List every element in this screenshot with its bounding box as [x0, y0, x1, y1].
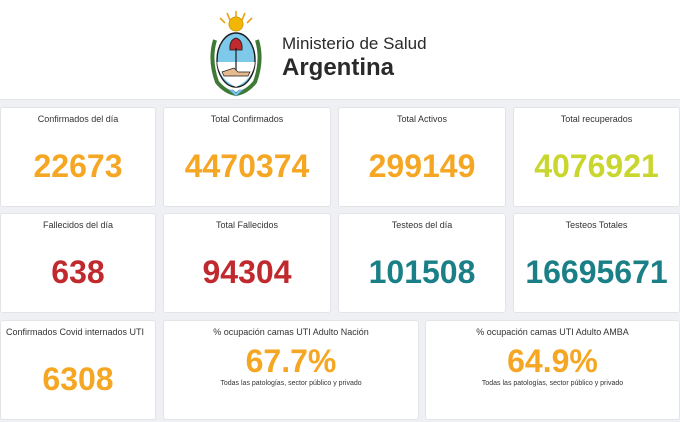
card-internados-uti: Confirmados Covid internados UTI 6308: [0, 320, 156, 420]
card-value: 101508: [368, 254, 476, 290]
card-value: 4470374: [184, 148, 310, 184]
ministry-title: Ministerio de Salud: [282, 34, 427, 53]
card-subtext: Todas las patologías, sector público y p…: [481, 380, 624, 387]
card-total-confirmados: Total Confirmados 4470374: [163, 107, 331, 207]
card-value: 22673: [33, 148, 123, 184]
card-label: Confirmados Covid internados UTI: [6, 327, 145, 337]
card-value: 299149: [368, 148, 476, 184]
card-testeos-dia: Testeos del día 101508: [338, 213, 506, 313]
card-label: Total Confirmados: [210, 114, 284, 124]
card-subtext: Todas las patologías, sector público y p…: [220, 380, 362, 387]
card-value: 4076921: [534, 148, 659, 184]
card-confirmados-dia: Confirmados del día 22673: [0, 107, 156, 207]
card-total-activos: Total Activos 299149: [338, 107, 506, 207]
country-title: Argentina: [282, 54, 395, 81]
card-label: Total Activos: [396, 114, 448, 124]
card-label: Testeos Totales: [565, 220, 628, 230]
card-label: Total Fallecidos: [215, 220, 279, 230]
coat-of-arms-logo: [210, 11, 262, 97]
card-label: % ocupación camas UTI Adulto Nación: [213, 327, 369, 337]
card-value: 638: [51, 254, 105, 290]
card-value: 16695671: [525, 254, 668, 290]
card-label: Testeos del día: [391, 220, 453, 230]
page-header: Ministerio de Salud Argentina: [0, 0, 680, 100]
card-label: % ocupación camas UTI Adulto AMBA: [476, 327, 629, 337]
card-fallecidos-dia: Fallecidos del día 638: [0, 213, 156, 313]
card-label: Total recuperados: [560, 114, 633, 124]
card-label: Fallecidos del día: [42, 220, 114, 230]
card-testeos-totales: Testeos Totales 16695671: [513, 213, 680, 313]
card-total-recuperados: Total recuperados 4076921: [513, 107, 680, 207]
card-uti-nacion: % ocupación camas UTI Adulto Nación 67.7…: [163, 320, 419, 420]
card-total-fallecidos: Total Fallecidos 94304: [163, 213, 331, 313]
card-value: 64.9%: [507, 343, 598, 379]
card-label: Confirmados del día: [37, 114, 119, 124]
card-value: 6308: [42, 361, 114, 397]
card-uti-amba: % ocupación camas UTI Adulto AMBA 64.9% …: [425, 320, 680, 420]
card-value: 67.7%: [245, 343, 337, 379]
card-value: 94304: [202, 254, 292, 290]
